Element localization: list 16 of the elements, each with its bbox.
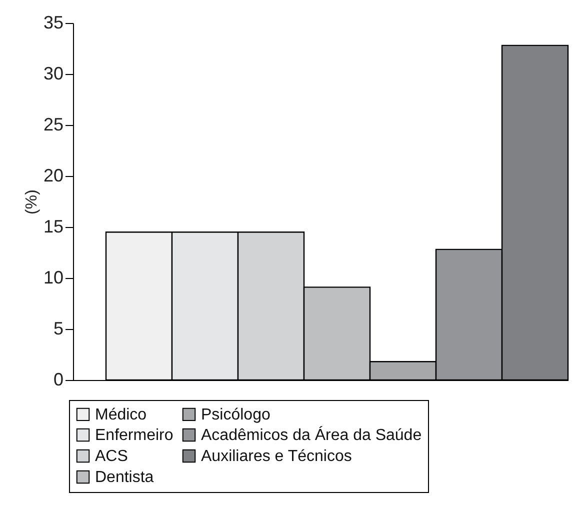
legend-label: Dentista — [95, 469, 154, 486]
y-axis-title: (%) — [23, 190, 40, 214]
y-tick-label: 0 — [53, 370, 64, 390]
y-tick-label: 20 — [43, 166, 64, 186]
y-tick-label: 5 — [53, 318, 64, 338]
y-tick-label: 10 — [43, 268, 64, 288]
legend-label: Enfermeiro — [95, 427, 174, 444]
y-tick-label: 25 — [43, 114, 64, 134]
y-tick-label: 30 — [43, 64, 64, 84]
legend-label: Acadêmicos da Área da Saúde — [201, 426, 422, 444]
legend-label: ACS — [95, 448, 128, 465]
y-tick-label: 35 — [43, 12, 64, 32]
legend-label: Auxiliares e Técnicos — [201, 448, 352, 465]
legend-label: Médico — [95, 406, 147, 424]
legend-label: Psicólogo — [201, 406, 270, 424]
y-tick-label: 15 — [43, 216, 64, 236]
